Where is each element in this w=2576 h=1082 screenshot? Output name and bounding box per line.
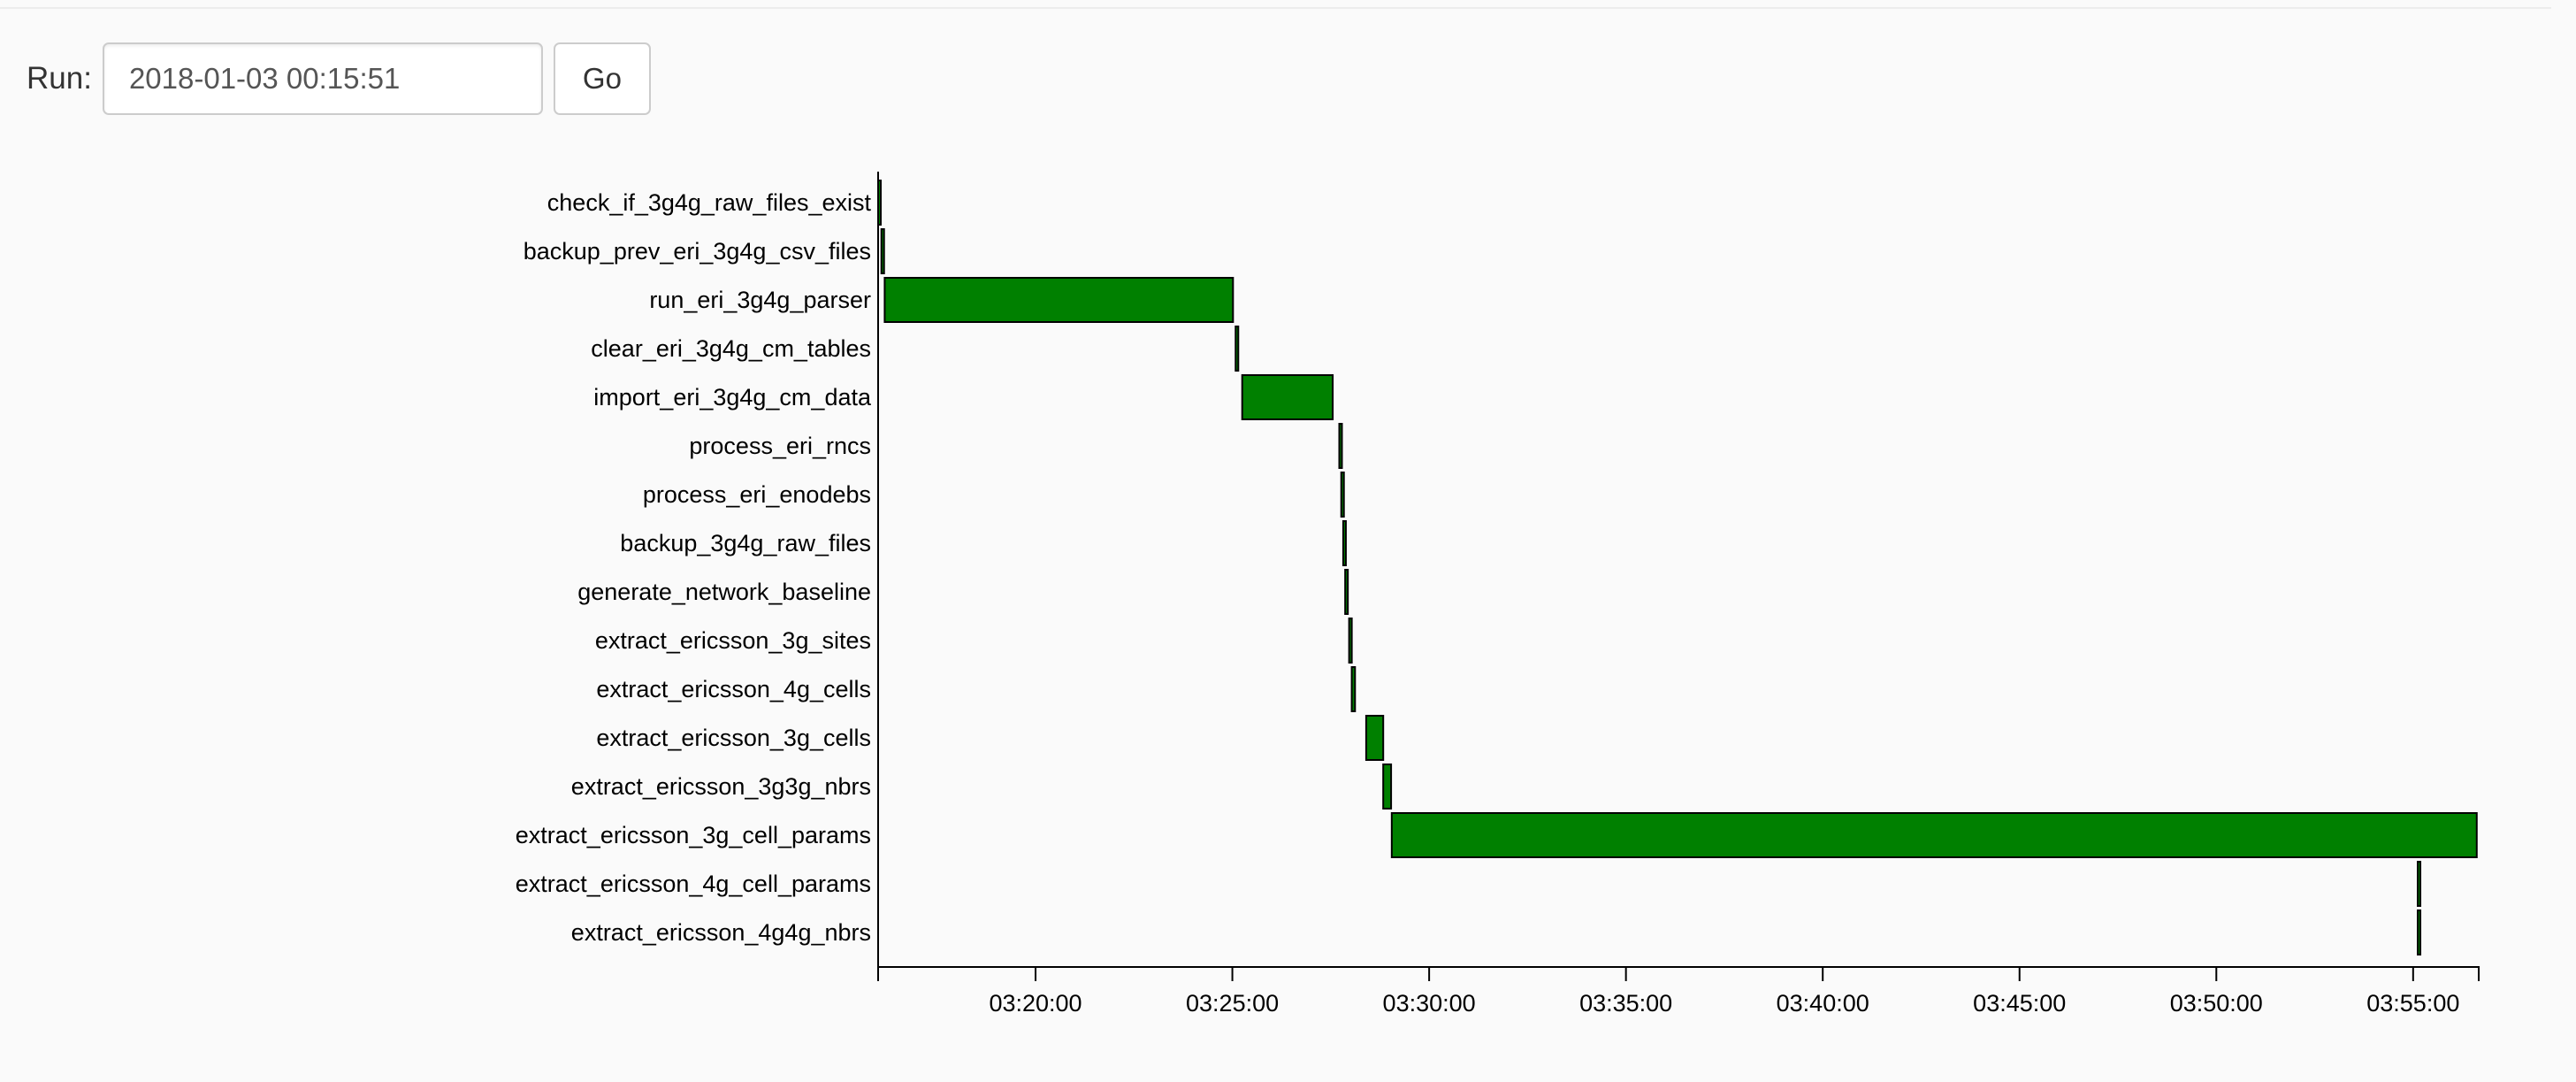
- task-bar: [1342, 520, 1347, 566]
- task-label: check_if_3g4g_raw_files_exist: [547, 189, 872, 216]
- run-label: Run:: [27, 61, 92, 96]
- task-label: process_eri_enodebs: [643, 481, 871, 508]
- task-label: process_eri_rncs: [689, 433, 871, 459]
- x-tick-label: 03:50:00: [2170, 990, 2263, 1017]
- task-label: import_eri_3g4g_cm_data: [593, 384, 872, 411]
- task-bar: [1364, 715, 1385, 761]
- task-label: extract_ericsson_3g_cell_params: [516, 822, 871, 848]
- task-bar: [883, 277, 1234, 323]
- x-tick-label: 03:25:00: [1186, 990, 1279, 1017]
- task-label: extract_ericsson_3g_cells: [596, 725, 871, 751]
- task-bar: [880, 228, 885, 274]
- task-bar: [1382, 764, 1393, 810]
- task-bar: [1344, 569, 1349, 615]
- task-label: extract_ericsson_4g_cell_params: [516, 871, 871, 897]
- run-form: Run: Go: [27, 42, 651, 115]
- task-label: backup_prev_eri_3g4g_csv_files: [524, 238, 871, 265]
- go-button[interactable]: Go: [553, 42, 651, 115]
- task-bar: [1338, 423, 1343, 469]
- top-divider: [0, 7, 2551, 9]
- task-bars: [877, 180, 2478, 955]
- task-bar: [2417, 861, 2422, 907]
- x-tick-label: 03:35:00: [1579, 990, 1672, 1017]
- task-label: extract_ericsson_4g4g_nbrs: [571, 919, 871, 946]
- task-bar: [1241, 374, 1334, 420]
- task-bar: [1350, 666, 1357, 712]
- task-bar: [2417, 909, 2422, 955]
- task-label: run_eri_3g4g_parser: [649, 287, 871, 313]
- task-label: generate_network_baseline: [577, 579, 871, 605]
- task-label: clear_eri_3g4g_cm_tables: [591, 335, 871, 362]
- task-label: extract_ericsson_4g_cells: [596, 676, 871, 702]
- task-labels: check_if_3g4g_raw_files_exist backup_prev…: [516, 189, 872, 946]
- x-tick-label: 03:20:00: [989, 990, 1082, 1017]
- task-label: extract_ericsson_3g3g_nbrs: [571, 773, 871, 800]
- task-bar: [1348, 618, 1353, 664]
- task-label: backup_3g4g_raw_files: [620, 530, 871, 556]
- task-bar: [1234, 326, 1240, 372]
- run-datetime-input[interactable]: [102, 42, 543, 115]
- x-tick-label: 03:55:00: [2366, 990, 2459, 1017]
- x-tick-label: 03:40:00: [1777, 990, 1869, 1017]
- x-axis-domain: [877, 966, 2480, 981]
- x-tick-label: 03:45:00: [1973, 990, 2066, 1017]
- x-tick-label: 03:30:00: [1383, 990, 1476, 1017]
- task-bar: [1340, 472, 1345, 518]
- task-label: extract_ericsson_3g_sites: [595, 627, 871, 654]
- x-axis: 03:20:00 03:25:00 03:30:00 03:35:00 03:40:00…: [877, 966, 2480, 1017]
- task-bar: [1390, 812, 2478, 858]
